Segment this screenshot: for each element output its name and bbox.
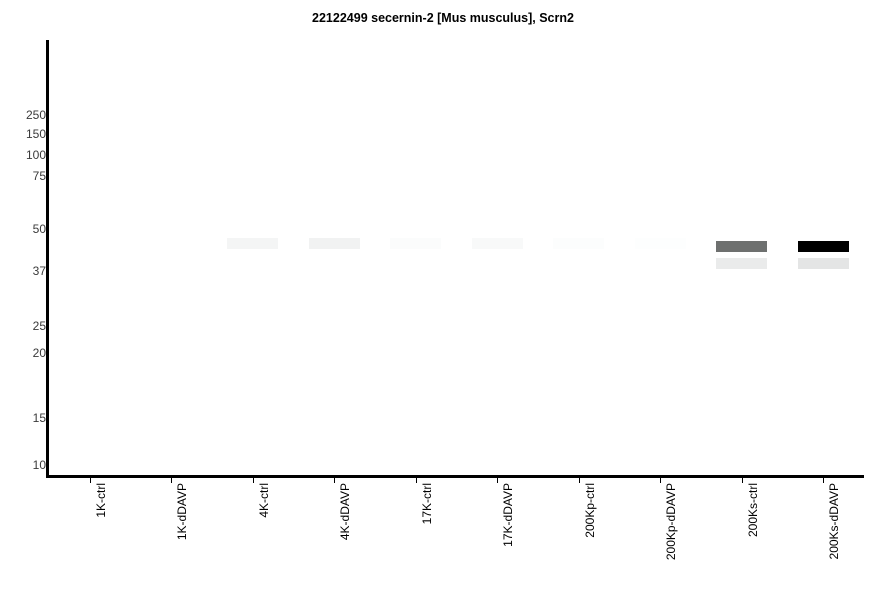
gel-band (553, 238, 604, 250)
x-tick-label-200ks-ctrl: 200Ks-ctrl (746, 483, 760, 538)
x-tick-label-200ks-ddavp: 200Ks-dDAVP (827, 483, 841, 560)
x-tick-label-4k-ddavp: 4K-dDAVP (338, 483, 352, 541)
gel-band (716, 241, 767, 253)
x-tick-mark (497, 478, 498, 483)
gel-lane (634, 40, 686, 475)
gel-lane (553, 40, 604, 475)
y-tick-label-15: 15 (32, 411, 46, 425)
gel-band (390, 238, 441, 250)
x-tick-mark (171, 478, 172, 483)
x-tick-mark (253, 478, 254, 483)
gel-plot-area (49, 40, 864, 475)
y-axis-tick-labels: 250 150 100 75 50 37 25 20 15 10 (0, 0, 46, 595)
x-tick-mark (579, 478, 580, 483)
x-tick-label-4k-ctrl: 4K-ctrl (257, 483, 271, 518)
gel-band (716, 258, 767, 270)
x-tick-mark (90, 478, 91, 483)
gel-band (797, 258, 849, 270)
y-tick-label-150: 150 (25, 127, 46, 141)
y-tick-label-100: 100 (25, 148, 46, 162)
gel-lane (308, 40, 360, 475)
gel-lane (227, 40, 278, 475)
y-tick-label-37: 37 (32, 264, 46, 278)
gel-band (471, 238, 523, 250)
y-tick-label-50: 50 (32, 222, 46, 236)
gel-lane (390, 40, 441, 475)
y-axis-line (46, 40, 49, 478)
x-axis-line (46, 475, 864, 478)
y-tick-label-10: 10 (32, 458, 46, 472)
x-tick-label-200kp-ddavp: 200Kp-dDAVP (664, 483, 678, 561)
x-tick-mark (416, 478, 417, 483)
gel-band (634, 238, 686, 250)
gel-band (797, 241, 849, 253)
y-tick-label-75: 75 (32, 169, 46, 183)
x-tick-label-1k-ctrl: 1K-ctrl (94, 483, 108, 518)
y-tick-label-20: 20 (32, 346, 46, 360)
page-title: 22122499 secernin-2 [Mus musculus], Scrn… (312, 11, 574, 25)
x-tick-label-200kp-ctrl: 200Kp-ctrl (583, 483, 597, 538)
y-tick-label-25: 25 (32, 319, 46, 333)
x-tick-mark (660, 478, 661, 483)
gel-lane (797, 40, 849, 475)
gel-band (308, 238, 360, 250)
gel-lane (471, 40, 523, 475)
x-tick-label-17k-ddavp: 17K-dDAVP (501, 483, 515, 547)
x-tick-label-17k-ctrl: 17K-ctrl (420, 483, 434, 525)
y-tick-label-250: 250 (25, 108, 46, 122)
gel-band (227, 238, 278, 250)
x-tick-label-1k-ddavp: 1K-dDAVP (175, 483, 189, 541)
x-tick-mark (742, 478, 743, 483)
x-tick-mark (334, 478, 335, 483)
gel-lane (716, 40, 767, 475)
x-tick-mark (823, 478, 824, 483)
